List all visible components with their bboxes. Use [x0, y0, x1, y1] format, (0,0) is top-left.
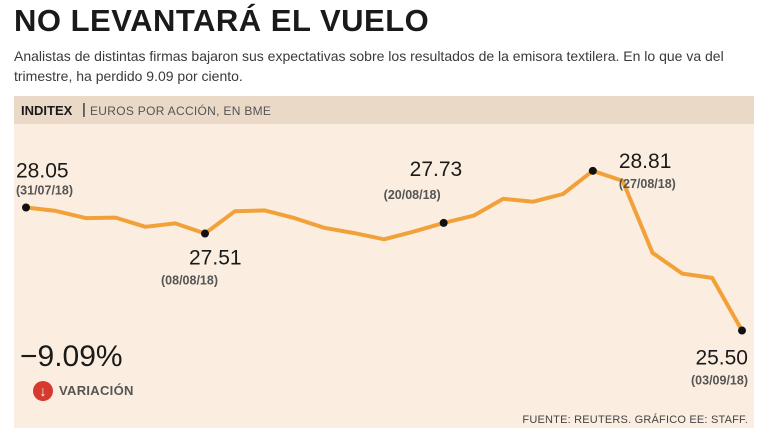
down-arrow-icon: ↓	[33, 381, 53, 401]
data-date-label: (03/09/18)	[691, 374, 748, 388]
data-value-label: 27.73	[410, 158, 463, 181]
variation-value: −9.09%	[20, 340, 123, 373]
series-line	[24, 168, 744, 333]
data-point-marker	[439, 218, 448, 227]
data-point-marker	[738, 326, 746, 335]
variation-label: VARIACIÓN	[59, 383, 134, 398]
chart-panel: INDITEX | EUROS POR ACCIÓN, EN BME	[14, 96, 754, 428]
data-value-label: 28.05	[16, 159, 69, 182]
data-date-label: (08/08/18)	[161, 274, 218, 288]
units-label: EUROS POR ACCIÓN, EN BME	[90, 104, 272, 118]
data-date-label: (31/07/18)	[16, 183, 73, 197]
data-value-label: 27.51	[189, 247, 242, 270]
chart-subtitle: Analistas de distintas firmas bajaron su…	[14, 48, 724, 84]
header-separator: |	[82, 101, 86, 118]
chart-header-band: INDITEX | EUROS POR ACCIÓN, EN BME	[14, 96, 754, 124]
source-note: FUENTE: REUTERS. GRÁFICO EE: STAFF.	[522, 414, 748, 426]
chart-title: NO LEVANTARÁ EL VUELO	[14, 3, 430, 38]
data-point-marker	[22, 203, 30, 212]
company-name: INDITEX	[21, 103, 73, 118]
data-point-marker	[588, 166, 597, 175]
data-value-label: 28.81	[619, 150, 672, 173]
data-date-label: (27/08/18)	[619, 177, 676, 191]
data-date-label: (20/08/18)	[384, 188, 441, 202]
data-value-label: 25.50	[695, 347, 748, 370]
data-point-marker	[201, 229, 209, 238]
